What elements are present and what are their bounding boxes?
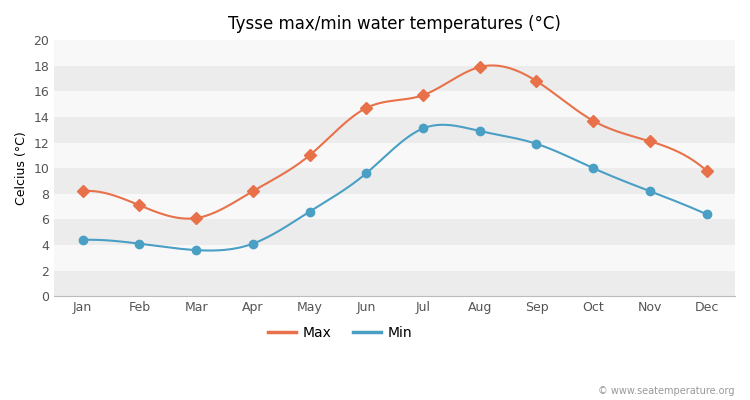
Bar xyxy=(54,91,735,117)
Bar xyxy=(54,194,735,219)
Bar xyxy=(54,40,735,66)
Legend: Max, Min: Max, Min xyxy=(262,320,418,346)
Bar xyxy=(54,168,735,194)
Title: Tysse max/min water temperatures (°C): Tysse max/min water temperatures (°C) xyxy=(228,15,561,33)
Text: © www.seatemperature.org: © www.seatemperature.org xyxy=(598,386,735,396)
Bar xyxy=(54,245,735,270)
Y-axis label: Celcius (°C): Celcius (°C) xyxy=(15,131,28,205)
Bar xyxy=(54,219,735,245)
Bar xyxy=(54,142,735,168)
Bar xyxy=(54,66,735,91)
Bar xyxy=(54,270,735,296)
Bar xyxy=(54,117,735,142)
